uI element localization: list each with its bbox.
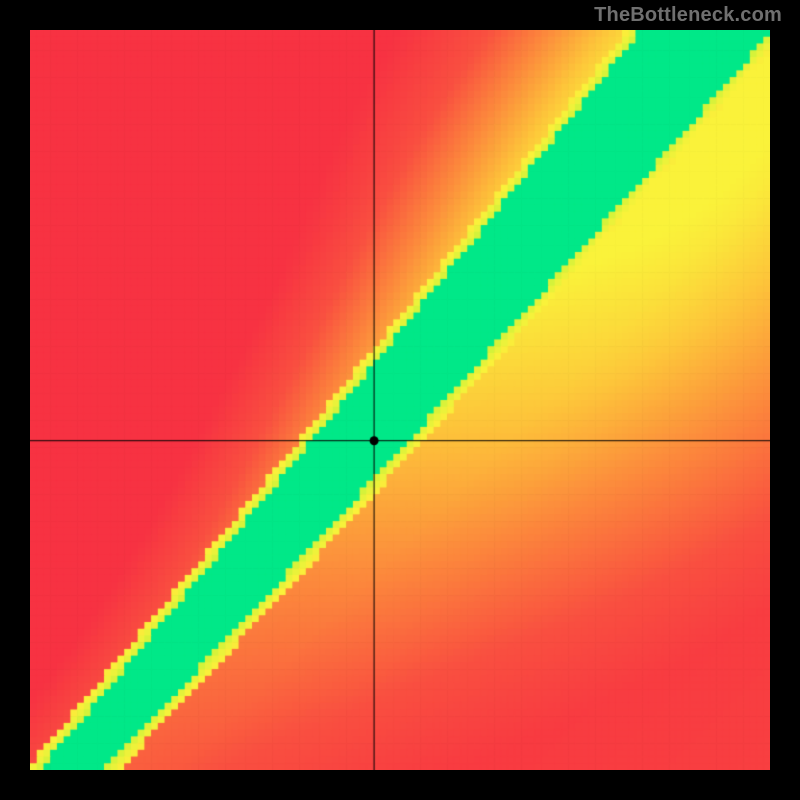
watermark-text: TheBottleneck.com xyxy=(594,4,782,27)
heatmap-plot xyxy=(30,30,770,770)
heatmap-canvas xyxy=(30,30,770,770)
